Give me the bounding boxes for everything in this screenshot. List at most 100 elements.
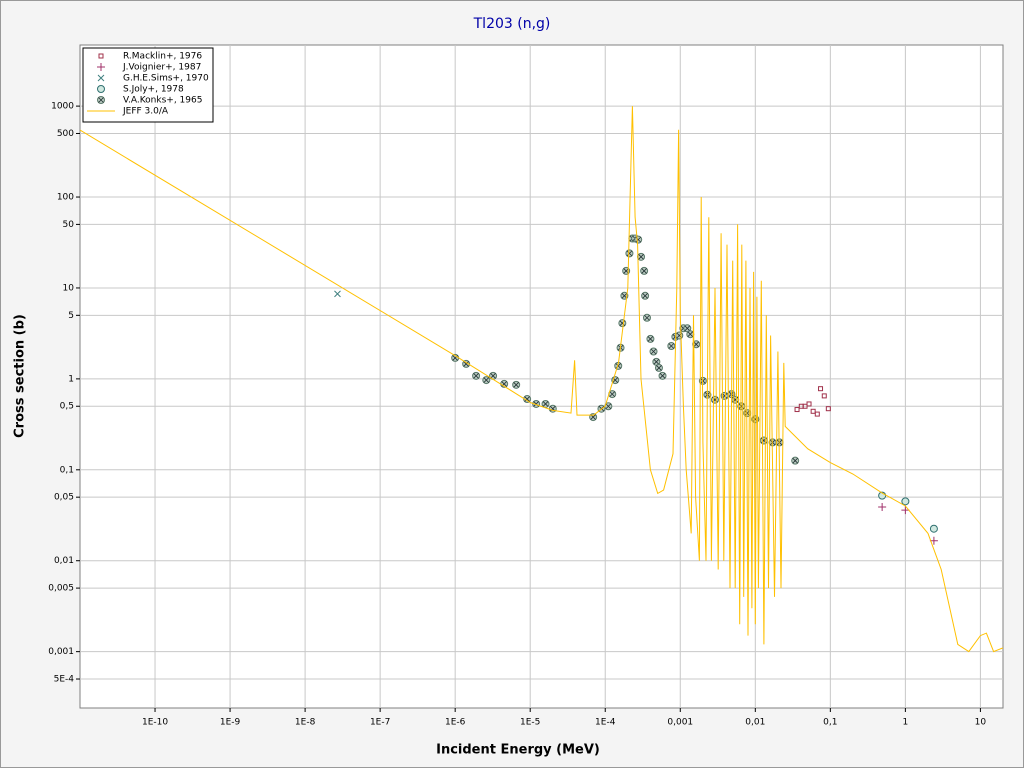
y-tick-label: 500 xyxy=(57,129,74,139)
marker-cross xyxy=(792,457,798,464)
point xyxy=(667,341,676,350)
chart-title: Tl203 (n,g) xyxy=(473,16,551,32)
marker-cross xyxy=(98,97,104,103)
point xyxy=(98,53,104,59)
marker-cross xyxy=(650,348,657,355)
point xyxy=(658,371,667,380)
point xyxy=(512,380,521,389)
y-tick-label: 0,05 xyxy=(54,493,74,503)
marker-plus xyxy=(929,536,938,545)
point xyxy=(901,506,910,515)
y-tick-label: 0,005 xyxy=(48,584,74,594)
marker-cross xyxy=(668,343,675,349)
point xyxy=(710,395,719,404)
x-tick-label: 1E-8 xyxy=(295,718,316,728)
point xyxy=(97,74,105,82)
point xyxy=(901,497,910,506)
point xyxy=(541,399,550,408)
marker-cross xyxy=(721,393,728,399)
y-tick-label: 0,1 xyxy=(60,465,74,475)
point xyxy=(810,408,816,414)
marker-cross xyxy=(605,403,612,410)
y-tick-label: 50 xyxy=(63,220,75,230)
y-tick-label: 5E-4 xyxy=(54,675,75,685)
marker-plus xyxy=(97,63,105,71)
marker-cross xyxy=(638,254,644,260)
point xyxy=(652,357,661,366)
y-tick-label: 100 xyxy=(57,193,74,203)
marker-square xyxy=(825,406,831,412)
marker-square xyxy=(821,393,827,399)
point xyxy=(821,393,827,399)
x-tick-label: 1 xyxy=(903,718,909,728)
marker-cross xyxy=(642,293,648,299)
marker-cross xyxy=(656,365,662,371)
x-tick-label: 10 xyxy=(975,718,987,728)
marker-cross xyxy=(644,314,650,321)
y-tick-label: 1 xyxy=(68,374,74,384)
x-tick-label: 1E-6 xyxy=(445,718,466,728)
point xyxy=(642,313,651,322)
marker-square xyxy=(794,407,800,413)
point xyxy=(462,359,471,368)
y-tick-label: 0,01 xyxy=(54,556,74,566)
marker-circle xyxy=(901,497,910,506)
marker-cross xyxy=(97,74,105,82)
point xyxy=(686,330,695,339)
point xyxy=(646,334,655,343)
line-series xyxy=(80,106,1003,653)
marker-plus xyxy=(901,506,910,515)
y-tick-label: 1000 xyxy=(51,102,74,112)
point xyxy=(675,331,684,340)
point xyxy=(654,363,663,372)
y-tick-label: 0,5 xyxy=(60,402,74,412)
marker-cross xyxy=(473,373,479,379)
point xyxy=(618,319,627,328)
legend-label: R.Macklin+, 1976 xyxy=(123,52,202,62)
y-tick-label: 10 xyxy=(63,283,75,293)
point xyxy=(825,406,831,412)
marker-cross xyxy=(684,325,691,332)
marker-cross xyxy=(524,396,530,402)
marker-cross xyxy=(483,377,490,383)
x-tick-label: 0,001 xyxy=(667,718,693,728)
point xyxy=(641,291,650,300)
marker-cross xyxy=(626,250,633,257)
marker-square xyxy=(810,408,816,414)
point xyxy=(929,524,938,533)
marker-square xyxy=(98,53,104,59)
point xyxy=(814,411,820,417)
point xyxy=(794,407,800,413)
point xyxy=(482,376,491,385)
point xyxy=(523,395,532,404)
marker-circle xyxy=(929,524,938,533)
marker-cross xyxy=(621,293,628,299)
point xyxy=(806,401,812,407)
marker-cross xyxy=(334,290,341,298)
marker-square xyxy=(806,401,812,407)
marker-cross xyxy=(659,373,666,379)
marker-cross xyxy=(687,331,694,337)
legend-box xyxy=(82,47,214,123)
marker-square xyxy=(814,411,820,417)
y-axis-label: Cross section (b) xyxy=(13,314,28,438)
marker-cross xyxy=(647,336,654,342)
point xyxy=(649,347,658,356)
x-tick-label: 0,1 xyxy=(823,718,837,728)
marker-cross xyxy=(463,361,469,367)
legend-label: G.H.E.Sims+, 1970 xyxy=(123,74,209,84)
marker-cross xyxy=(752,416,759,423)
point xyxy=(334,290,341,298)
point xyxy=(97,96,105,104)
point xyxy=(637,252,646,261)
legend-label: JEFF 3.0/A xyxy=(122,107,169,117)
marker-cross xyxy=(653,359,660,365)
x-tick-label: 1E-10 xyxy=(142,718,168,728)
y-tick-label: 5 xyxy=(68,311,74,321)
x-tick-label: 0,01 xyxy=(745,718,765,728)
x-tick-label: 1E-4 xyxy=(595,718,616,728)
point xyxy=(791,456,800,465)
point xyxy=(878,502,887,511)
legend-label: S.Joly+, 1978 xyxy=(123,85,184,95)
